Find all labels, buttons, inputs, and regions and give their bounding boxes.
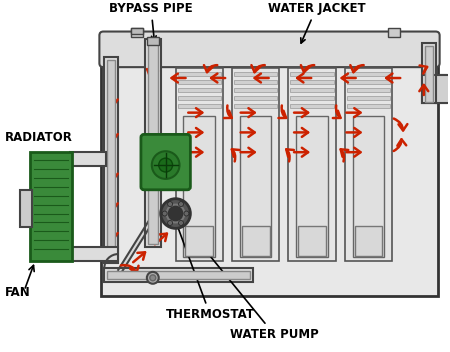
Bar [290, 96, 334, 100]
Bar [346, 96, 390, 100]
Bar [422, 43, 436, 103]
Circle shape [166, 205, 184, 222]
Bar [177, 80, 221, 84]
Bar [436, 75, 450, 103]
Text: WATER PUMP: WATER PUMP [186, 227, 319, 341]
Bar [288, 68, 336, 261]
Circle shape [179, 202, 184, 207]
Bar [388, 27, 400, 37]
Bar [177, 96, 221, 100]
Bar [346, 80, 390, 84]
Text: BYPASS PIPE: BYPASS PIPE [109, 2, 193, 41]
Bar [104, 57, 118, 263]
Bar [298, 226, 326, 256]
Bar [148, 42, 158, 244]
Circle shape [168, 220, 173, 225]
Bar [234, 88, 277, 92]
Bar [345, 68, 392, 261]
Polygon shape [118, 218, 151, 278]
FancyBboxPatch shape [141, 134, 190, 190]
Bar [177, 104, 221, 108]
Bar [355, 226, 382, 256]
Circle shape [168, 202, 173, 207]
Bar [145, 39, 161, 247]
Bar [242, 226, 270, 256]
Bar [346, 88, 390, 92]
Text: RADIATOR: RADIATOR [4, 131, 72, 144]
Circle shape [179, 220, 184, 225]
Bar [296, 115, 328, 257]
Bar [234, 104, 277, 108]
Bar [290, 104, 334, 108]
Bar [185, 226, 213, 256]
Bar [107, 60, 115, 260]
Bar [234, 96, 277, 100]
Circle shape [161, 199, 190, 228]
Bar [176, 68, 223, 261]
Bar [240, 115, 271, 257]
Bar [107, 271, 250, 279]
Bar [232, 68, 279, 261]
Bar [290, 88, 334, 92]
Bar [20, 190, 32, 227]
Circle shape [150, 275, 156, 281]
Bar [422, 75, 446, 103]
Bar [70, 247, 118, 261]
Text: WATER JACKET: WATER JACKET [268, 2, 365, 43]
Bar [234, 72, 277, 76]
Bar [290, 72, 334, 76]
Circle shape [162, 211, 167, 216]
Circle shape [159, 158, 173, 172]
Bar [346, 104, 390, 108]
Bar [147, 37, 159, 45]
Bar [104, 268, 253, 282]
Bar [346, 72, 390, 76]
Bar [131, 27, 143, 33]
Bar [177, 88, 221, 92]
Text: FAN: FAN [4, 285, 30, 298]
Bar [234, 80, 277, 84]
Bar [425, 46, 433, 102]
FancyBboxPatch shape [99, 32, 440, 67]
Bar [131, 27, 143, 37]
Text: THERMOSTAT: THERMOSTAT [166, 220, 255, 321]
Circle shape [152, 151, 180, 179]
Bar [353, 115, 384, 257]
Bar [184, 115, 215, 257]
Bar [30, 152, 72, 261]
Circle shape [147, 272, 159, 284]
Bar [70, 152, 106, 166]
Circle shape [184, 211, 189, 216]
Bar [290, 80, 334, 84]
Bar [101, 36, 438, 296]
Bar [177, 72, 221, 76]
